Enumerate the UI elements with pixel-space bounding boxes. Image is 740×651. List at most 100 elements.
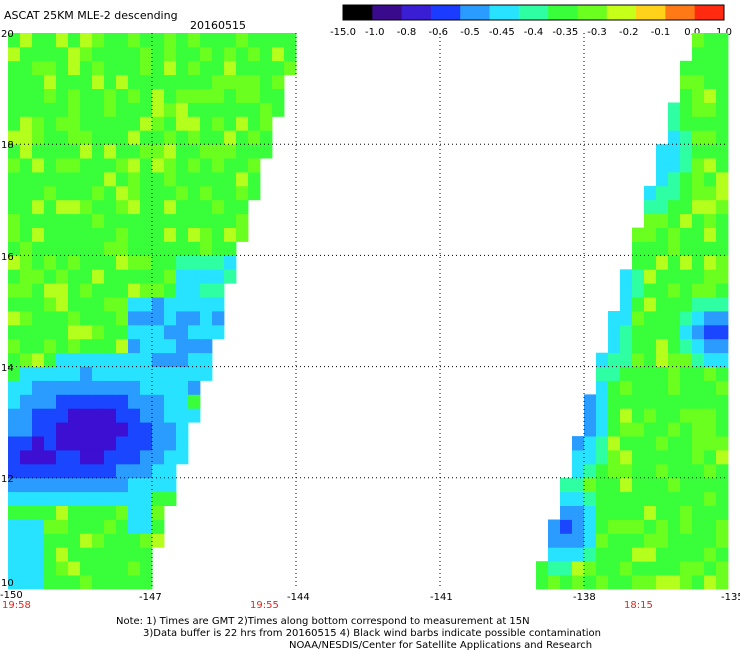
- swath-pixel: [548, 561, 561, 576]
- swath-pixel: [92, 450, 105, 465]
- swath-pixel: [20, 144, 33, 159]
- swath-pixel: [116, 311, 129, 326]
- swath-pixel: [716, 477, 729, 493]
- swath-pixel: [644, 283, 657, 298]
- swath-pixel: [140, 241, 153, 256]
- swath-pixel: [104, 172, 117, 187]
- swath-pixel: [8, 352, 21, 367]
- swath-pixel: [68, 394, 81, 409]
- swath-pixel: [596, 491, 609, 506]
- swath-pixel: [620, 436, 633, 451]
- swath-pixel: [692, 60, 705, 76]
- swath-pixel: [188, 172, 201, 187]
- swath-pixel: [620, 547, 633, 562]
- swath-pixel: [620, 338, 633, 354]
- swath-pixel: [596, 408, 609, 423]
- swath-pixel: [92, 366, 105, 381]
- swath-pixel: [668, 561, 681, 576]
- swath-pixel: [716, 338, 729, 354]
- swath-pixel: [704, 491, 717, 506]
- swath-pixel: [260, 74, 273, 89]
- swath-pixel: [164, 185, 177, 201]
- swath-pixel: [116, 241, 129, 256]
- swath-pixel: [32, 547, 45, 562]
- swath-pixel: [668, 338, 681, 354]
- swath-pixel: [128, 172, 141, 187]
- swath-pixel: [152, 366, 165, 381]
- swath-pixel: [668, 352, 681, 367]
- swath-pixel: [224, 185, 237, 201]
- swath-pixel: [620, 519, 633, 534]
- swath-pixel: [680, 227, 693, 242]
- swath-pixel: [44, 561, 57, 576]
- swath-pixel: [56, 60, 69, 76]
- swath-pixel: [20, 172, 33, 187]
- swath-pixel: [8, 547, 21, 562]
- swath-pixel: [248, 116, 261, 131]
- swath-pixel: [68, 172, 81, 187]
- swath-pixel: [116, 450, 129, 465]
- swath-pixel: [224, 33, 237, 48]
- swath-pixel: [56, 561, 69, 576]
- swath-pixel: [236, 144, 249, 159]
- swath-pixel: [176, 199, 189, 215]
- swath-pixel: [704, 297, 717, 312]
- swath-pixel: [716, 172, 729, 187]
- swath-pixel: [152, 450, 165, 465]
- swath-pixel: [164, 144, 177, 159]
- swath-pixel: [176, 324, 189, 340]
- time-label-right: 18:15: [624, 600, 653, 611]
- swath-pixel: [92, 269, 105, 284]
- swath-pixel: [80, 185, 93, 201]
- swath-pixel: [224, 158, 237, 173]
- swath-pixel: [596, 561, 609, 576]
- swath-pixel: [236, 172, 249, 187]
- swath-pixel: [164, 450, 177, 465]
- swath-pixel: [116, 477, 129, 493]
- swath-pixel: [44, 422, 57, 437]
- swath-pixel: [116, 491, 129, 506]
- swath-pixel: [92, 297, 105, 312]
- swath-pixel: [44, 324, 57, 340]
- swath-pixel: [164, 352, 177, 367]
- swath-pixel: [140, 88, 153, 103]
- swath-pixel: [152, 477, 165, 493]
- swath-pixel: [572, 450, 585, 465]
- swath-pixel: [236, 185, 249, 201]
- swath-pixel: [116, 144, 129, 159]
- swath-pixel: [92, 144, 105, 159]
- swath-pixel: [140, 255, 153, 270]
- swath-pixel: [56, 366, 69, 381]
- swath-pixel: [656, 269, 669, 284]
- swath-pixel: [260, 33, 273, 48]
- swath-pixel: [44, 46, 57, 62]
- swath-pixel: [104, 74, 117, 89]
- swath-pixel: [80, 144, 93, 159]
- swath-pixel: [632, 477, 645, 493]
- swath-pixel: [56, 519, 69, 534]
- swath-pixel: [44, 450, 57, 465]
- swath-pixel: [32, 213, 45, 228]
- swath-pixel: [20, 46, 33, 62]
- swath-pixel: [56, 199, 69, 215]
- swath-pixel: [584, 436, 597, 451]
- swath-pixel: [224, 255, 237, 270]
- colorbar-swatch: [694, 5, 725, 20]
- swath-pixel: [704, 102, 717, 117]
- colorbar-label: -1.0: [365, 27, 385, 38]
- swath-pixel: [704, 338, 717, 354]
- swath-pixel: [56, 144, 69, 159]
- swath-pixel: [608, 352, 621, 367]
- swath-pixel: [152, 533, 165, 548]
- swath-pixel: [176, 338, 189, 354]
- swath-pixel: [176, 60, 189, 76]
- swath-pixel: [200, 338, 213, 354]
- lon-label-150: -150: [0, 590, 23, 601]
- swath-pixel: [68, 144, 81, 159]
- swath-pixel: [164, 338, 177, 354]
- swath-pixel: [20, 463, 33, 479]
- swath-pixel: [68, 227, 81, 242]
- swath-pixel: [656, 380, 669, 395]
- swath-pixel: [668, 547, 681, 562]
- swath-pixel: [68, 199, 81, 215]
